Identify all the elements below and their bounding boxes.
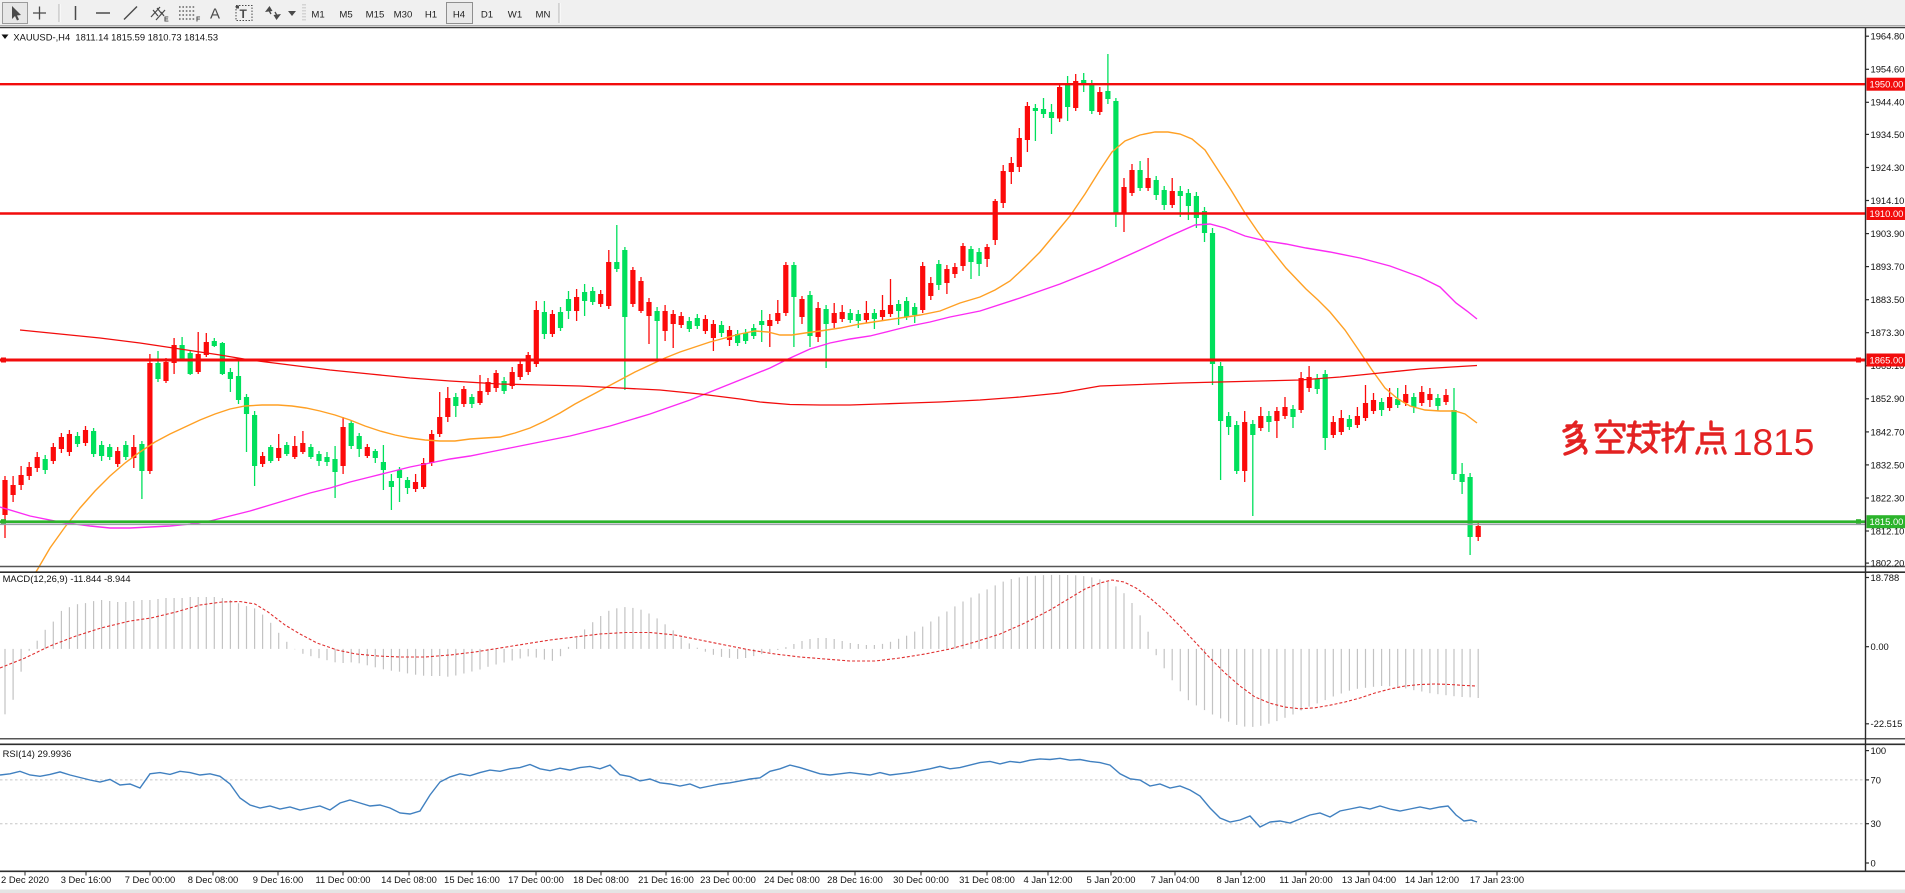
svg-text:2 Dec 2020: 2 Dec 2020: [1, 874, 49, 885]
svg-text:31 Dec 08:00: 31 Dec 08:00: [959, 874, 1015, 885]
svg-text:14 Jan 12:00: 14 Jan 12:00: [1405, 874, 1459, 885]
svg-text:1934.50: 1934.50: [1871, 129, 1905, 140]
svg-text:18.788: 18.788: [1871, 572, 1900, 583]
svg-text:1842.70: 1842.70: [1871, 426, 1905, 437]
svg-text:XAUUSD-,H4 1811.14 1815.59 18: XAUUSD-,H4 1811.14 1815.59 1810.73 1814.…: [13, 32, 218, 43]
svg-text:1893.70: 1893.70: [1871, 261, 1905, 272]
svg-text:70: 70: [1871, 774, 1881, 785]
svg-text:8 Dec 08:00: 8 Dec 08:00: [188, 874, 239, 885]
svg-text:0.00: 0.00: [1871, 641, 1889, 652]
svg-text:M1: M1: [311, 10, 324, 21]
svg-text:30 Dec 00:00: 30 Dec 00:00: [893, 874, 949, 885]
svg-text:1852.90: 1852.90: [1871, 393, 1905, 404]
svg-text:8 Jan 12:00: 8 Jan 12:00: [1217, 874, 1266, 885]
svg-text:MACD(12,26,9) -11.844 -8.944: MACD(12,26,9) -11.844 -8.944: [3, 573, 131, 584]
svg-text:D1: D1: [481, 10, 493, 21]
svg-text:11 Jan 20:00: 11 Jan 20:00: [1279, 874, 1333, 885]
svg-text:1802.20: 1802.20: [1871, 558, 1905, 569]
svg-text:1944.40: 1944.40: [1871, 97, 1905, 108]
svg-text:7 Dec 00:00: 7 Dec 00:00: [125, 874, 176, 885]
svg-text:18 Dec 08:00: 18 Dec 08:00: [573, 874, 629, 885]
svg-text:MN: MN: [536, 10, 551, 21]
svg-text:100: 100: [1871, 745, 1887, 756]
svg-text:4 Jan 12:00: 4 Jan 12:00: [1024, 874, 1073, 885]
svg-text:1815: 1815: [1732, 422, 1814, 463]
svg-text:23 Dec 00:00: 23 Dec 00:00: [700, 874, 756, 885]
svg-text:T: T: [240, 7, 248, 21]
svg-text:21 Dec 16:00: 21 Dec 16:00: [638, 874, 694, 885]
svg-text:30: 30: [1871, 818, 1881, 829]
svg-text:1883.50: 1883.50: [1871, 294, 1905, 305]
svg-text:1832.50: 1832.50: [1871, 459, 1905, 470]
svg-text:M15: M15: [366, 10, 385, 21]
svg-text:E: E: [164, 17, 169, 24]
svg-text:1964.80: 1964.80: [1871, 31, 1905, 42]
svg-text:17 Jan 23:00: 17 Jan 23:00: [1470, 874, 1524, 885]
svg-text:1903.90: 1903.90: [1871, 228, 1905, 239]
svg-text:17 Dec 00:00: 17 Dec 00:00: [508, 874, 564, 885]
svg-text:7 Jan 04:00: 7 Jan 04:00: [1151, 874, 1200, 885]
svg-text:1910.00: 1910.00: [1870, 208, 1904, 219]
svg-text:1914.10: 1914.10: [1871, 195, 1905, 206]
svg-text:28 Dec 16:00: 28 Dec 16:00: [827, 874, 883, 885]
svg-text:1873.30: 1873.30: [1871, 327, 1905, 338]
svg-text:13 Jan 04:00: 13 Jan 04:00: [1342, 874, 1396, 885]
svg-text:1822.30: 1822.30: [1871, 492, 1905, 503]
svg-text:5 Jan 20:00: 5 Jan 20:00: [1087, 874, 1136, 885]
svg-text:1812.10: 1812.10: [1871, 525, 1905, 536]
svg-text:15 Dec 16:00: 15 Dec 16:00: [444, 874, 500, 885]
svg-text:M30: M30: [394, 10, 413, 21]
svg-text:1950.00: 1950.00: [1870, 79, 1904, 90]
svg-text:RSI(14) 29.9936: RSI(14) 29.9936: [3, 748, 72, 759]
svg-text:-22.515: -22.515: [1871, 718, 1903, 729]
svg-text:1865.00: 1865.00: [1870, 354, 1904, 365]
svg-text:H1: H1: [425, 10, 437, 21]
svg-text:W1: W1: [508, 10, 522, 21]
svg-text:11 Dec 00:00: 11 Dec 00:00: [315, 874, 370, 885]
svg-text:A: A: [210, 6, 220, 23]
svg-text:14 Dec 08:00: 14 Dec 08:00: [381, 874, 437, 885]
svg-text:1815.00: 1815.00: [1870, 516, 1904, 527]
svg-text:9 Dec 16:00: 9 Dec 16:00: [253, 874, 304, 885]
svg-text:24 Dec 08:00: 24 Dec 08:00: [764, 874, 820, 885]
svg-text:3 Dec 16:00: 3 Dec 16:00: [61, 874, 112, 885]
svg-text:1924.30: 1924.30: [1871, 162, 1905, 173]
svg-text:H4: H4: [453, 10, 466, 21]
svg-text:0: 0: [1871, 857, 1876, 868]
svg-text:M5: M5: [339, 10, 352, 21]
svg-text:F: F: [196, 17, 201, 24]
svg-text:1954.60: 1954.60: [1871, 64, 1905, 75]
